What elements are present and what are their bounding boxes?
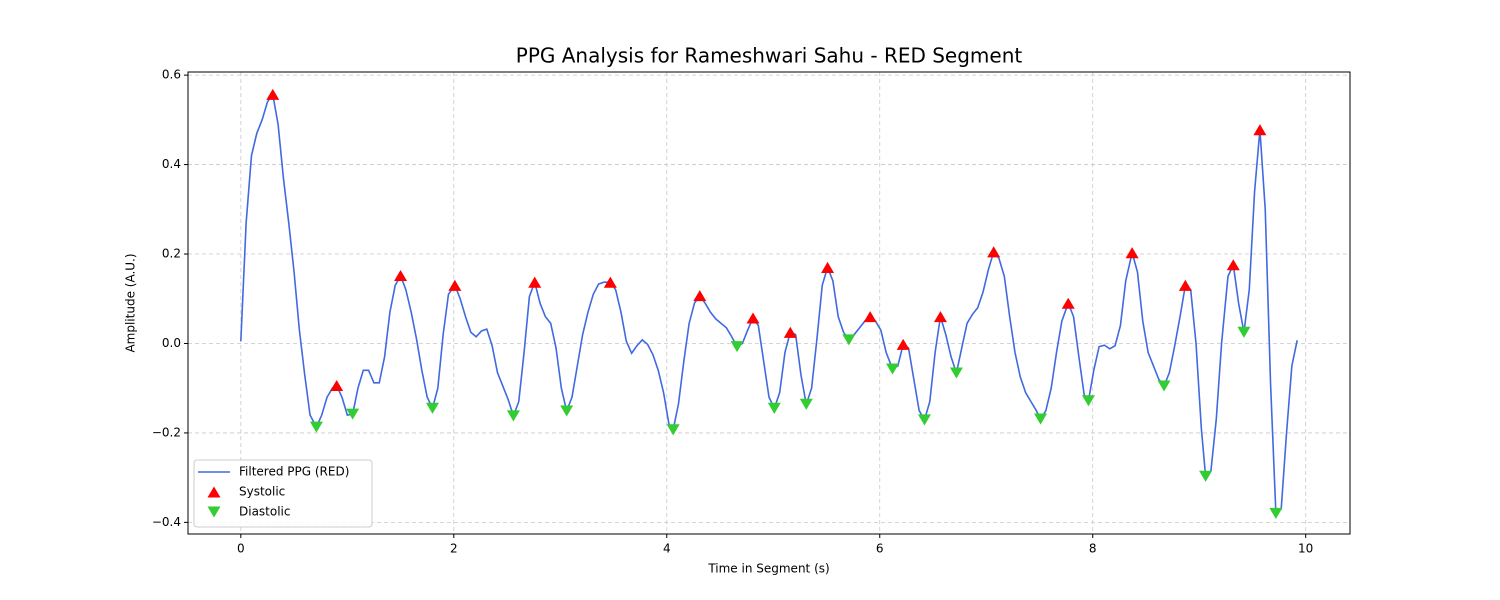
marker bbox=[346, 408, 360, 420]
marker bbox=[330, 379, 344, 392]
plot-frame bbox=[187, 71, 1351, 535]
chart-title: PPG Analysis for Rameshwari Sahu - RED S… bbox=[516, 44, 1023, 68]
marker bbox=[746, 312, 760, 324]
marker bbox=[842, 334, 856, 346]
y-axis-label: Amplitude (A.U.) bbox=[124, 253, 138, 352]
marker bbox=[799, 398, 813, 410]
legend-swatch bbox=[207, 506, 221, 518]
x-tick-label: 10 bbox=[1298, 542, 1313, 556]
marker bbox=[448, 279, 462, 291]
y-tick-label: 0.0 bbox=[162, 336, 181, 350]
marker bbox=[1125, 247, 1139, 259]
data-line bbox=[240, 92, 1298, 516]
marker bbox=[783, 326, 797, 338]
marker bbox=[506, 410, 520, 422]
x-tick-label: 2 bbox=[450, 542, 458, 556]
x-tick-label: 0 bbox=[237, 542, 245, 556]
marker bbox=[266, 88, 280, 100]
marker bbox=[1226, 259, 1240, 271]
marker bbox=[1253, 124, 1267, 136]
marker bbox=[666, 424, 680, 436]
marker bbox=[949, 367, 963, 379]
marker bbox=[821, 261, 835, 273]
marker bbox=[1034, 413, 1048, 425]
marker bbox=[933, 311, 947, 323]
legend-label: Filtered PPG (RED) bbox=[239, 465, 349, 479]
marker bbox=[1178, 279, 1192, 291]
marker bbox=[863, 311, 877, 323]
y-tick-label: −0.4 bbox=[152, 515, 181, 529]
x-tick-label: 4 bbox=[663, 542, 671, 556]
marker bbox=[603, 276, 617, 288]
marker bbox=[1237, 326, 1251, 338]
y-tick-label: 0.2 bbox=[162, 247, 181, 261]
marker bbox=[560, 405, 574, 417]
marker bbox=[987, 246, 1001, 258]
marker bbox=[896, 338, 910, 350]
legend-box bbox=[193, 459, 373, 528]
marker bbox=[1157, 380, 1171, 392]
y-tick-label: 0.6 bbox=[162, 68, 181, 82]
x-axis-label: Time in Segment (s) bbox=[707, 562, 829, 576]
y-tick-label: 0.4 bbox=[162, 157, 181, 171]
x-tick-label: 8 bbox=[1089, 542, 1097, 556]
y-tick-label: −0.2 bbox=[152, 425, 181, 439]
marker bbox=[886, 363, 900, 375]
marker bbox=[528, 276, 542, 288]
marker bbox=[394, 269, 408, 282]
marker bbox=[425, 402, 439, 414]
marker bbox=[730, 341, 744, 353]
legend-swatch bbox=[207, 486, 221, 498]
marker bbox=[693, 290, 707, 302]
marker bbox=[767, 402, 781, 414]
legend-label: Diastolic bbox=[239, 505, 291, 519]
marker bbox=[309, 421, 323, 433]
x-tick-label: 6 bbox=[876, 542, 884, 556]
marker bbox=[917, 414, 931, 426]
marker bbox=[1199, 470, 1213, 482]
marker bbox=[1081, 395, 1095, 407]
marker bbox=[1269, 507, 1283, 519]
legend: Filtered PPG (RED) Systolic Diastolic bbox=[193, 459, 373, 528]
legend-label: Systolic bbox=[239, 485, 285, 499]
marker bbox=[1061, 297, 1075, 309]
